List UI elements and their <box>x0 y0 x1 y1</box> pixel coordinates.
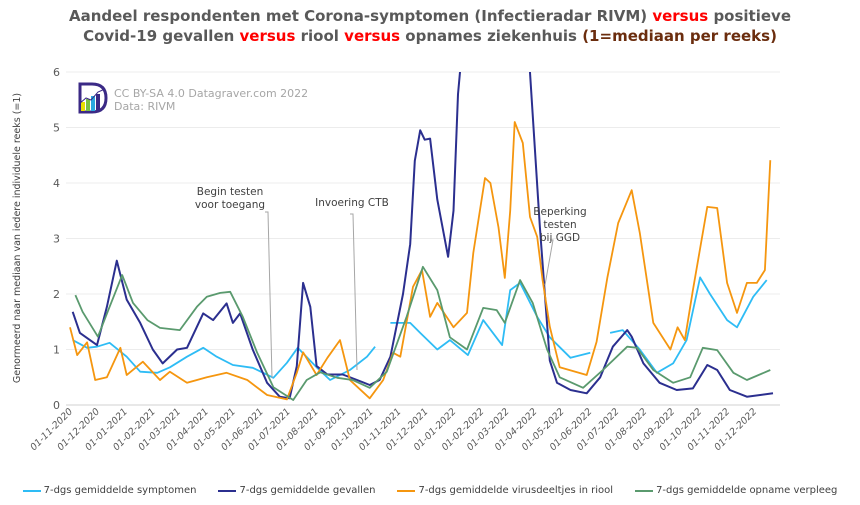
y-axis-label: Genormeerd naar mediaan van iedere indiv… <box>12 93 23 383</box>
annotation-label: bij GGD <box>540 232 580 244</box>
annotation-label: Begin testen <box>197 186 264 198</box>
y-tick-label: 5 <box>53 122 60 135</box>
series-line-2 <box>71 72 774 400</box>
legend-item: 7-dgs gemiddelde opname verpleeg <box>635 485 837 496</box>
annotation-leader-line <box>265 211 273 379</box>
gridlines <box>66 71 780 406</box>
y-tick-label: 2 <box>53 288 60 301</box>
legend-swatch <box>218 489 237 492</box>
annotation-label: testen <box>543 219 576 231</box>
credit-license: CC BY-SA 4.0 Datagraver.com 2022 <box>114 87 308 100</box>
legend-label: 7-dgs gemiddelde symptomen <box>43 485 197 496</box>
title-segment: Aandeel respondenten met Corona-symptome… <box>68 7 653 25</box>
legend-label: 7-dgs gemiddelde virusdeeltjes in riool <box>418 485 614 496</box>
x-axis-ticks: 01-11-202001-12-202001-01-202101-02-2021… <box>28 406 759 453</box>
series-line-4 <box>74 265 771 401</box>
legend-label: 7-dgs gemiddelde opname verpleeg <box>656 485 838 496</box>
chart-title: Aandeel respondenten met Corona-symptome… <box>0 6 860 46</box>
legend-item: 7-dgs gemiddelde virusdeeltjes in riool <box>397 485 613 496</box>
legend-swatch <box>635 489 654 492</box>
title-segment: Covid-19 gevallen <box>83 27 240 45</box>
y-tick-label: 4 <box>53 177 60 190</box>
series-line-3 <box>69 121 772 401</box>
annotation-label: Invoering CTB <box>315 197 389 209</box>
legend-swatch <box>397 489 416 492</box>
title-segment: versus <box>344 27 401 45</box>
title-segment: versus <box>652 7 709 25</box>
datagraver-logo <box>78 82 108 114</box>
legend-swatch <box>22 489 41 492</box>
annotation-leader-line <box>350 213 358 371</box>
y-tick-label: 6 <box>53 66 60 79</box>
y-axis-ticks: 0 1 2 3 4 5 6 <box>53 66 60 412</box>
y-tick-label: 0 <box>53 399 60 412</box>
title-segment: positieve <box>708 7 791 25</box>
legend: 7-dgs gemiddelde symptomen 7-dgs gemiddel… <box>0 485 860 496</box>
title-segment: (1=mediaan per reeks) <box>582 27 777 45</box>
title-segment: riool <box>295 27 345 45</box>
annotation-label: Beperking <box>533 206 586 218</box>
annotation-label: voor toegang <box>195 199 265 211</box>
annotation-leader-line <box>544 239 554 286</box>
y-tick-label: 3 <box>53 233 60 246</box>
legend-label: 7-dgs gemiddelde gevallen <box>239 485 376 496</box>
credit-source: Data: RIVM <box>114 100 175 113</box>
legend-item: 7-dgs gemiddelde symptomen <box>22 485 197 496</box>
legend-item: 7-dgs gemiddelde gevallen <box>218 485 375 496</box>
y-tick-label: 1 <box>53 344 60 357</box>
title-segment: versus <box>239 27 296 45</box>
series-line-1 <box>72 276 768 381</box>
title-segment: opnames ziekenhuis <box>400 27 583 45</box>
